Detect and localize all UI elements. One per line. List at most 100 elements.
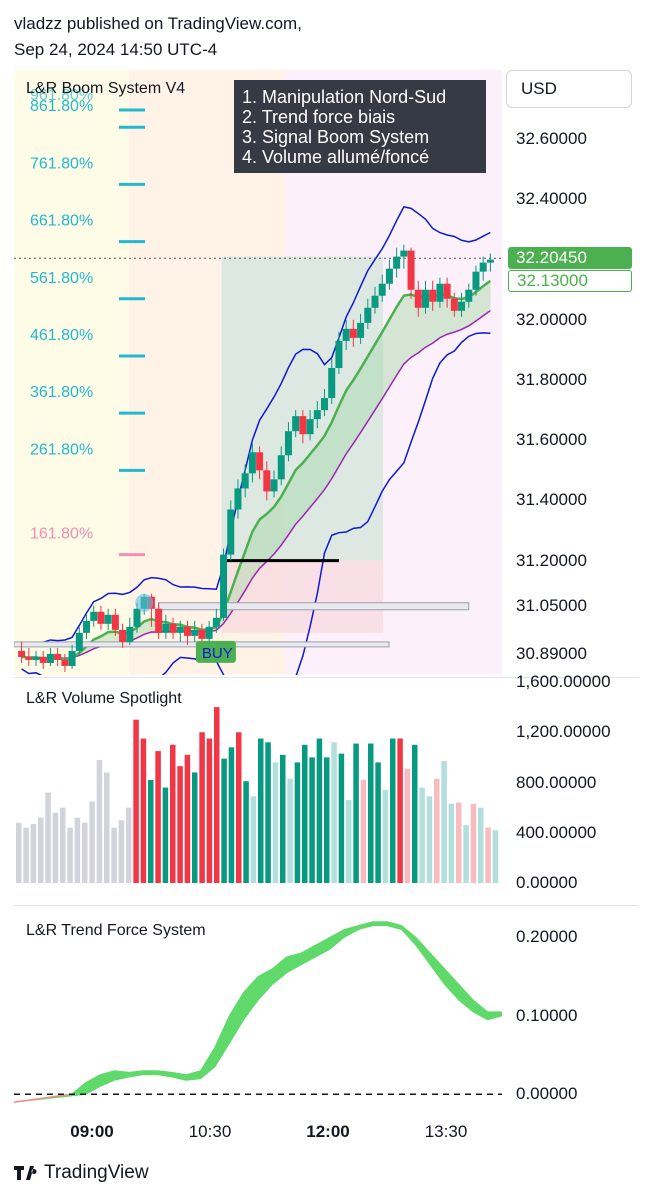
price-axis-tick: 31.20000: [516, 550, 587, 570]
volume-bar: [111, 827, 117, 883]
candle-body: [349, 328, 357, 338]
candle: [421, 280, 429, 314]
candle-body: [458, 301, 466, 311]
volume-axis-tick: 0.00000: [516, 873, 578, 892]
fib-label-5: 361.80%: [30, 384, 93, 401]
candle: [393, 247, 401, 278]
volume-bar: [434, 778, 440, 883]
currency-button[interactable]: USD: [506, 70, 632, 108]
candle-body: [393, 256, 401, 269]
candle-body: [241, 473, 249, 489]
candle-body: [39, 656, 47, 663]
candle-body: [400, 250, 408, 257]
candle: [169, 617, 177, 639]
candle: [32, 650, 40, 666]
candle-body: [111, 614, 119, 630]
trend-pane[interactable]: [14, 906, 502, 1110]
volume-bar: [67, 827, 73, 883]
candle: [328, 358, 336, 405]
candle: [25, 647, 33, 666]
trend-chart[interactable]: [14, 906, 502, 1110]
price-axis[interactable]: 32.6000032.4000032.2000032.0000031.80000…: [502, 70, 653, 675]
volume-bar: [338, 753, 345, 883]
candle: [414, 280, 422, 317]
candle: [234, 479, 242, 519]
candle-body: [176, 626, 184, 633]
candle: [436, 277, 444, 308]
volume-bar: [360, 779, 367, 883]
volume-bar: [426, 796, 433, 883]
price-axis-tick: 31.60000: [516, 430, 587, 450]
volume-bar: [404, 768, 411, 883]
stop-zone: [221, 560, 384, 633]
candle: [46, 647, 54, 666]
volume-bar: [302, 744, 308, 883]
volume-bar: [287, 778, 293, 883]
volume-bar: [346, 800, 352, 883]
candle: [321, 389, 329, 417]
price-axis-tick: 32.40000: [516, 189, 587, 209]
candle-body: [357, 322, 365, 338]
candle-body: [169, 623, 177, 633]
candle: [39, 650, 47, 669]
candle-body: [205, 626, 213, 639]
volume-bar: [170, 744, 176, 883]
candle-body: [313, 410, 321, 420]
trend-axis-tick: 0.00000: [516, 1084, 578, 1104]
candle-body: [335, 340, 343, 368]
volume-bar: [126, 807, 132, 883]
volume-bar: [382, 790, 389, 883]
volume-bar: [192, 772, 198, 883]
volume-bar: [148, 779, 154, 883]
volume-bar: [280, 754, 286, 883]
candle-body: [54, 653, 62, 660]
volume-bar: [118, 820, 125, 883]
volume-bar: [456, 802, 462, 883]
legend-item-3: 3. Signal Boom System: [242, 127, 430, 147]
volume-bar: [74, 817, 81, 883]
volume-bar: [390, 738, 396, 883]
volume-bar: [324, 757, 330, 883]
candle-body: [68, 650, 76, 666]
trend-axis[interactable]: 0.20000 0.10000 0.00000: [502, 906, 653, 1110]
candle: [306, 410, 314, 441]
volume-axis[interactable]: 1,600.00000 1,200.00000 800.00000 400.00000…: [502, 672, 653, 892]
volume-bar: [228, 747, 235, 883]
price-axis-tick: 31.80000: [516, 370, 587, 390]
candle: [126, 617, 134, 645]
volume-bar: [162, 787, 169, 883]
candle: [400, 244, 408, 269]
volume-axis-tick: 1,600.00000: [516, 672, 611, 691]
volume-axis-tick: 400.00000: [516, 822, 597, 842]
x-tick-0900: 09:00: [70, 1122, 114, 1141]
volume-bar: [463, 825, 469, 883]
candle-body: [212, 617, 220, 627]
candle-body: [328, 367, 336, 399]
candle-body: [429, 289, 437, 302]
volume-axis-tick: 800.00000: [516, 772, 597, 792]
candle-body: [299, 416, 307, 435]
x-tick-1200: 12:00: [306, 1122, 350, 1141]
price-pane-title: L&R Boom System V4: [26, 80, 186, 97]
candle-body: [443, 283, 451, 299]
candle: [270, 470, 278, 498]
volume-bar: [16, 822, 22, 883]
candle-body: [284, 431, 292, 456]
volume-bar: [309, 757, 315, 883]
price-axis-tick: 31.40000: [516, 490, 587, 510]
bollinger-lower: [21, 332, 491, 675]
candle-body: [270, 479, 278, 492]
candle-body: [342, 328, 350, 341]
volume-bar: [258, 738, 264, 883]
candle: [364, 298, 372, 329]
pane-divider-2[interactable]: [14, 905, 639, 906]
volume-bar: [23, 827, 29, 883]
tradingview-brand[interactable]: TradingView: [14, 1162, 149, 1184]
volume-chart[interactable]: [14, 678, 502, 886]
buy-signal-text: BUY: [202, 645, 233, 662]
fib-label-2: 661.80%: [30, 213, 93, 230]
trend-ribbon: [21, 280, 491, 660]
pane-divider-1[interactable]: [14, 677, 639, 678]
candle: [378, 274, 386, 302]
volume-pane[interactable]: [14, 678, 502, 886]
